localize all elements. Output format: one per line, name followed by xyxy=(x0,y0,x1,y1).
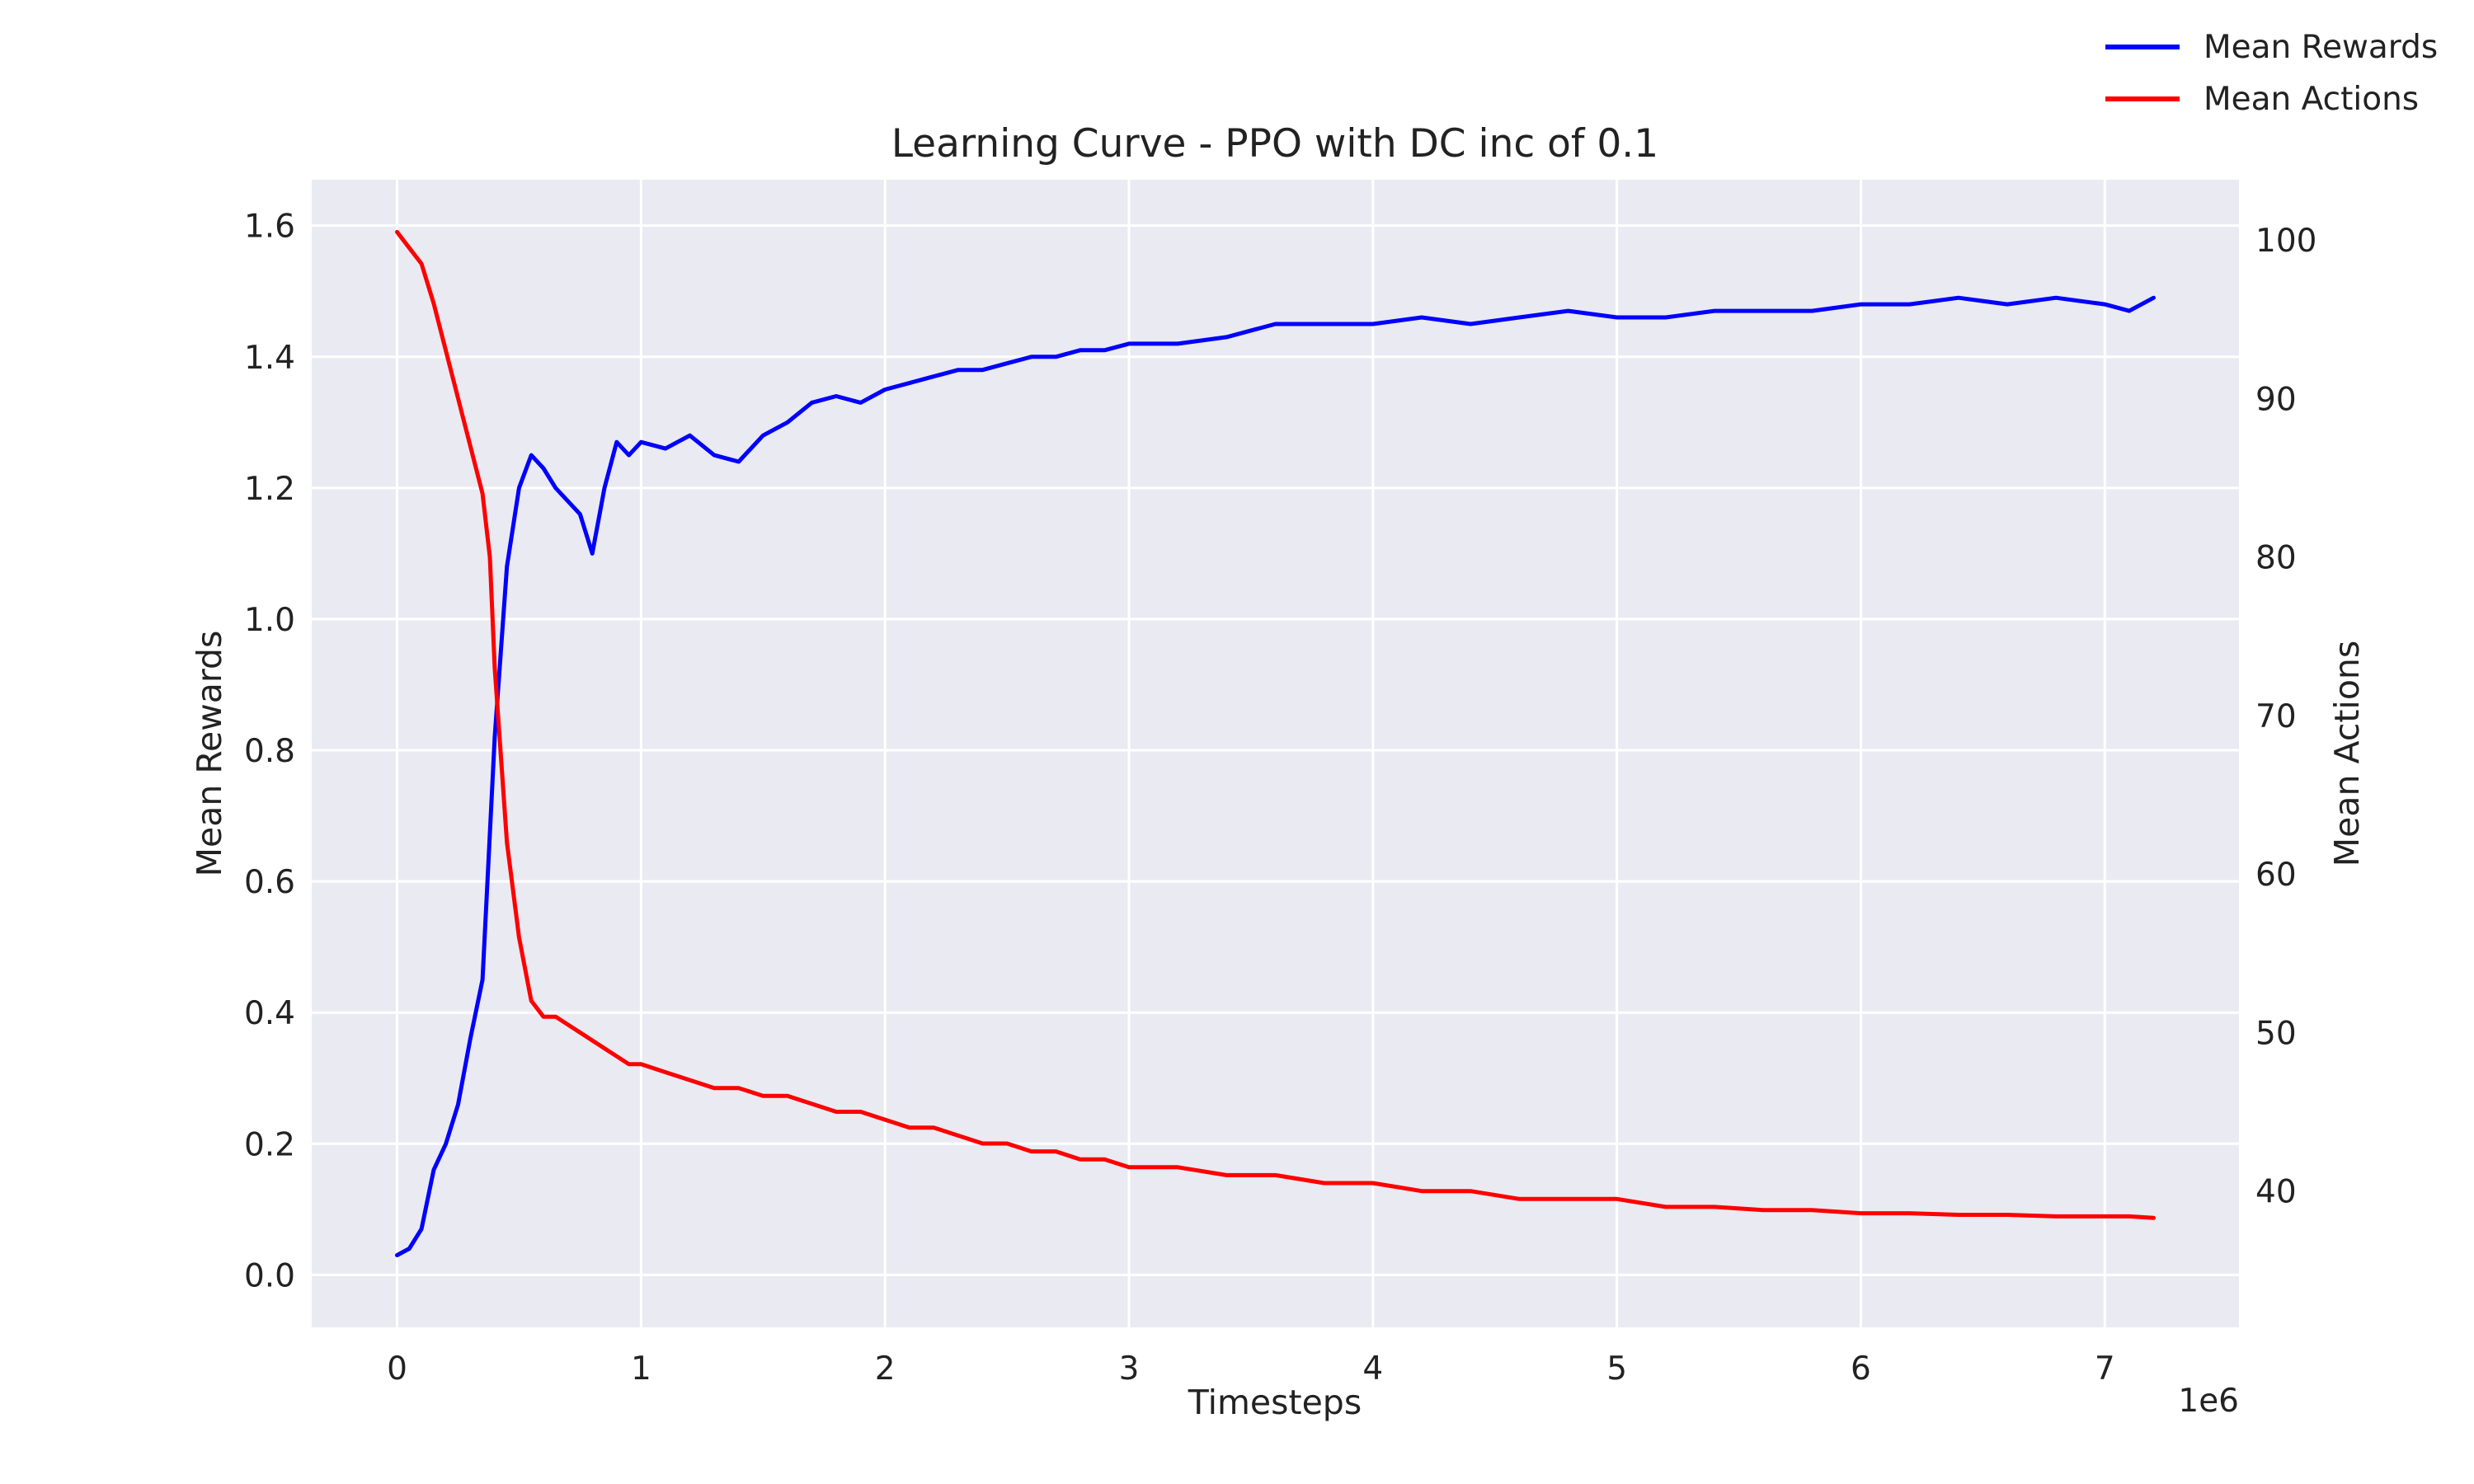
series-layer xyxy=(395,229,2156,1257)
y-left-tick-label: 0.6 xyxy=(244,864,295,901)
x-offset-label: 1e6 xyxy=(2178,1383,2239,1420)
y-left-tick-label: 0.8 xyxy=(244,733,295,770)
x-tick-label: 0 xyxy=(387,1350,407,1388)
y-left-axis-label: Mean Rewards xyxy=(190,631,229,877)
grid xyxy=(312,180,2239,1327)
x-axis-label: Timesteps xyxy=(1188,1383,1362,1422)
y-left-tick-label: 1.0 xyxy=(244,602,295,639)
ticks-layer: 0 1 2 3 4 5 6 7 0.0 0.2 0.4 0.6 0.8 1.0 1.2 1.4 1.6 40 50 6… xyxy=(244,209,2316,1388)
x-tick-label: 1 xyxy=(631,1350,651,1388)
legend: Mean Rewards Mean Actions xyxy=(2105,29,2438,118)
y-right-tick-label: 50 xyxy=(2255,1015,2297,1052)
y-left-tick-label: 1.2 xyxy=(244,471,295,508)
x-tick-label: 2 xyxy=(875,1350,896,1388)
series-line-mean-rewards xyxy=(395,295,2156,1257)
y-right-tick-label: 90 xyxy=(2255,381,2297,418)
y-right-tick-label: 100 xyxy=(2255,223,2316,260)
x-tick-label: 7 xyxy=(2095,1350,2115,1388)
legend-label-mean-actions: Mean Actions xyxy=(2204,81,2419,118)
series-line-mean-actions xyxy=(395,229,2156,1220)
y-left-tick-label: 1.4 xyxy=(244,340,295,377)
x-tick-label: 3 xyxy=(1119,1350,1140,1388)
y-left-tick-label: 0.4 xyxy=(244,995,295,1032)
x-tick-label: 4 xyxy=(1362,1350,1383,1388)
y-right-tick-label: 60 xyxy=(2255,857,2297,894)
x-tick-label: 5 xyxy=(1606,1350,1627,1388)
legend-label-mean-rewards: Mean Rewards xyxy=(2204,29,2438,66)
y-right-tick-label: 70 xyxy=(2255,698,2297,735)
y-right-tick-label: 80 xyxy=(2255,540,2297,577)
chart-title: Learning Curve - PPO with DC inc of 0.1 xyxy=(891,121,1658,167)
y-left-tick-label: 0.2 xyxy=(244,1126,295,1163)
y-right-axis-label: Mean Actions xyxy=(2327,641,2367,867)
plot-background xyxy=(312,180,2239,1327)
y-right-tick-label: 40 xyxy=(2255,1174,2297,1211)
y-left-tick-label: 0.0 xyxy=(244,1257,295,1294)
y-left-tick-label: 1.6 xyxy=(244,209,295,246)
x-tick-label: 6 xyxy=(1851,1350,1871,1388)
